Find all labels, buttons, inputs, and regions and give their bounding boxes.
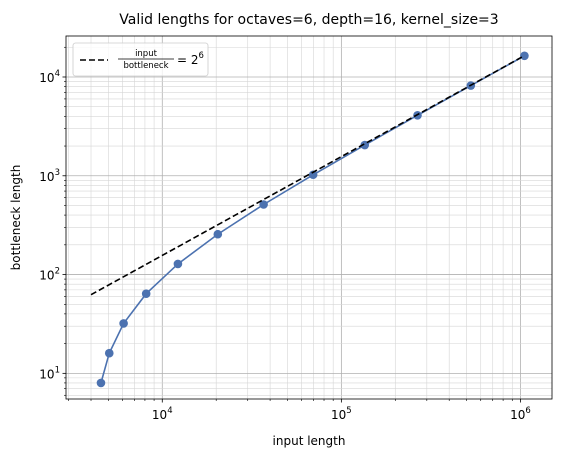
y-tick-label: 103	[39, 168, 60, 184]
y-axis-label: bottleneck length	[9, 165, 23, 271]
data-point	[259, 200, 268, 209]
legend-fraction-denominator: bottleneck	[123, 61, 168, 71]
x-axis-label: input length	[273, 434, 346, 448]
x-tick-label: 105	[331, 406, 352, 422]
data-point	[213, 229, 223, 239]
x-tick-label: 104	[152, 406, 173, 422]
legend-equals: = 26	[177, 51, 204, 67]
ticks: 104 105 106 101 102 103 104	[39, 46, 531, 422]
y-tick-label: 102	[39, 267, 60, 283]
series-layer	[90, 51, 529, 388]
y-tick-label: 104	[39, 69, 60, 85]
plot-frame	[65, 35, 553, 400]
data-point	[520, 51, 529, 61]
reference-dashed-line	[90, 54, 525, 296]
data-point	[141, 289, 151, 299]
chart-title: Valid lengths for octaves=6, depth=16, k…	[119, 12, 498, 28]
grid	[66, 36, 552, 399]
data-point	[96, 378, 106, 388]
legend: input bottleneck = 26	[72, 42, 209, 77]
data-point	[173, 259, 183, 269]
legend-fraction-numerator: input	[135, 49, 158, 59]
y-tick-label: 101	[39, 365, 60, 381]
data-point	[308, 170, 318, 180]
data-point	[360, 140, 370, 150]
legend-box	[72, 42, 209, 77]
x-tick-label: 106	[510, 406, 531, 422]
data-point	[119, 319, 128, 328]
data-point	[104, 348, 114, 358]
